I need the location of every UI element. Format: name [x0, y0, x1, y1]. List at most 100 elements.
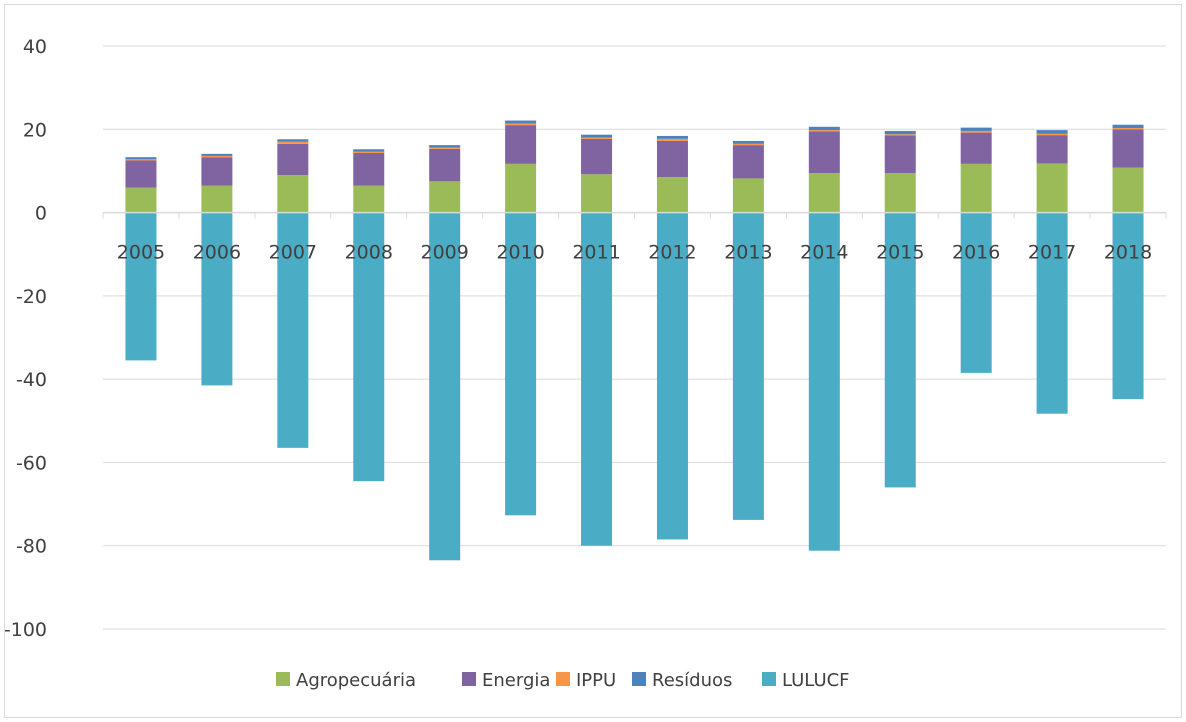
y-tick-label: -20	[16, 286, 47, 308]
legend-label: Agropecuária	[296, 670, 416, 691]
bar-agropecuria-2018	[1112, 167, 1144, 213]
bar-resduos-2016	[960, 127, 992, 131]
x-tick-label: 2006	[193, 242, 241, 264]
bar-ippu-2012	[656, 138, 688, 141]
bar-lulucf-2017	[1036, 212, 1068, 414]
bar-agropecuria-2015	[884, 173, 916, 213]
legend-swatch-lulucf	[762, 672, 776, 686]
x-tick-label: 2005	[117, 242, 165, 264]
bar-agropecuria-2012	[656, 177, 688, 213]
bar-ippu-2006	[201, 155, 233, 158]
y-tick-label: -60	[16, 452, 47, 474]
bar-agropecuria-2006	[201, 185, 233, 213]
bar-energia-2013	[732, 145, 764, 179]
y-tick-label: -80	[16, 536, 47, 558]
y-tick-label: 40	[23, 36, 47, 58]
legend-swatch-agropecuria	[276, 672, 290, 686]
bar-agropecuria-2009	[429, 181, 461, 213]
bar-agropecuria-2007	[277, 175, 309, 213]
bar-energia-2017	[1036, 135, 1068, 164]
bar-energia-2009	[429, 148, 461, 182]
bar-agropecuria-2014	[808, 173, 840, 213]
bar-resduos-2017	[1036, 130, 1068, 134]
bar-lulucf-2015	[884, 212, 916, 488]
x-tick-label: 2014	[800, 242, 848, 264]
bar-agropecuria-2008	[353, 185, 385, 213]
bar-energia-2005	[125, 160, 157, 188]
bar-lulucf-2009	[429, 212, 461, 561]
x-tick-label: 2016	[952, 242, 1000, 264]
x-tick-label: 2018	[1104, 242, 1152, 264]
bar-lulucf-2018	[1112, 212, 1144, 400]
x-tick-label: 2011	[572, 242, 620, 264]
bar-resduos-2014	[808, 126, 840, 131]
x-tick-label: 2007	[269, 242, 317, 264]
legend-label: IPPU	[576, 670, 616, 691]
chart-frame: 40 20 0 -20 -40 -60 -80 -100 2005 2006 2007 2008 200…	[4, 4, 1182, 718]
x-tick-label: 2008	[345, 242, 393, 264]
bar-lulucf-2006	[201, 212, 233, 386]
bar-resduos-2008	[353, 149, 385, 152]
bar-resduos-2009	[429, 145, 461, 148]
y-tick-label: 20	[23, 119, 47, 141]
bar-ippu-2010	[505, 123, 537, 126]
bar-ippu-2018	[1112, 128, 1144, 130]
x-tick-label: 2010	[496, 242, 544, 264]
bar-lulucf-2014	[808, 212, 840, 551]
x-tick-label: 2017	[1028, 242, 1076, 264]
bar-resduos-2013	[732, 140, 764, 144]
bar-ippu-2007	[277, 141, 309, 144]
bar-energia-2011	[581, 138, 613, 175]
bar-lulucf-2013	[732, 212, 764, 520]
bar-ippu-2015	[884, 134, 916, 136]
bar-energia-2012	[656, 140, 688, 178]
bar-agropecuria-2005	[125, 187, 157, 213]
bar-lulucf-2005	[125, 212, 157, 361]
bar-agropecuria-2011	[581, 174, 613, 213]
bar-resduos-2006	[201, 153, 233, 156]
x-tick-label: 2012	[648, 242, 696, 264]
bar-lulucf-2011	[581, 212, 613, 546]
bar-ippu-2017	[1036, 133, 1068, 136]
bar-ippu-2013	[732, 143, 764, 146]
bar-agropecuria-2013	[732, 178, 764, 213]
bar-ippu-2008	[353, 151, 385, 154]
bar-ippu-2009	[429, 147, 461, 149]
bar-lulucf-2010	[505, 212, 537, 516]
bar-ippu-2016	[960, 130, 992, 133]
bar-lulucf-2012	[656, 212, 688, 540]
bar-resduos-2018	[1112, 124, 1144, 129]
legend-label: Resíduos	[652, 670, 732, 691]
bar-resduos-2011	[581, 134, 613, 138]
bar-energia-2010	[505, 125, 537, 164]
legend-label: Energia	[482, 670, 550, 691]
bar-resduos-2005	[125, 157, 157, 160]
bar-agropecuria-2016	[960, 163, 992, 213]
x-tick-label: 2013	[724, 242, 772, 264]
bar-ippu-2014	[808, 130, 840, 132]
bar-lulucf-2008	[353, 212, 385, 482]
bar-resduos-2007	[277, 139, 309, 142]
bar-energia-2007	[277, 143, 309, 176]
legend-label: LULUCF	[782, 670, 850, 691]
bar-resduos-2010	[505, 120, 537, 124]
bar-agropecuria-2017	[1036, 163, 1068, 213]
bar-ippu-2005	[125, 159, 157, 161]
bar-ippu-2011	[581, 137, 613, 139]
bar-energia-2014	[808, 131, 840, 174]
y-tick-label: -40	[16, 369, 47, 391]
bar-energia-2016	[960, 132, 992, 164]
x-tick-label: 2009	[420, 242, 468, 264]
bar-energia-2008	[353, 153, 385, 186]
bar-energia-2006	[201, 157, 233, 186]
stacked-bar-chart: 40 20 0 -20 -40 -60 -80 -100 2005 2006 2007 2008 200…	[4, 36, 1167, 691]
y-tick-label: 0	[35, 203, 47, 225]
legend-swatch-resduos	[632, 672, 646, 686]
bar-resduos-2012	[656, 135, 688, 139]
bar-energia-2015	[884, 135, 916, 174]
legend-swatch-ippu	[556, 672, 570, 686]
bar-lulucf-2016	[960, 212, 992, 373]
bar-resduos-2015	[884, 130, 916, 135]
bar-agropecuria-2010	[505, 163, 537, 213]
legend-swatch-energia	[462, 672, 476, 686]
